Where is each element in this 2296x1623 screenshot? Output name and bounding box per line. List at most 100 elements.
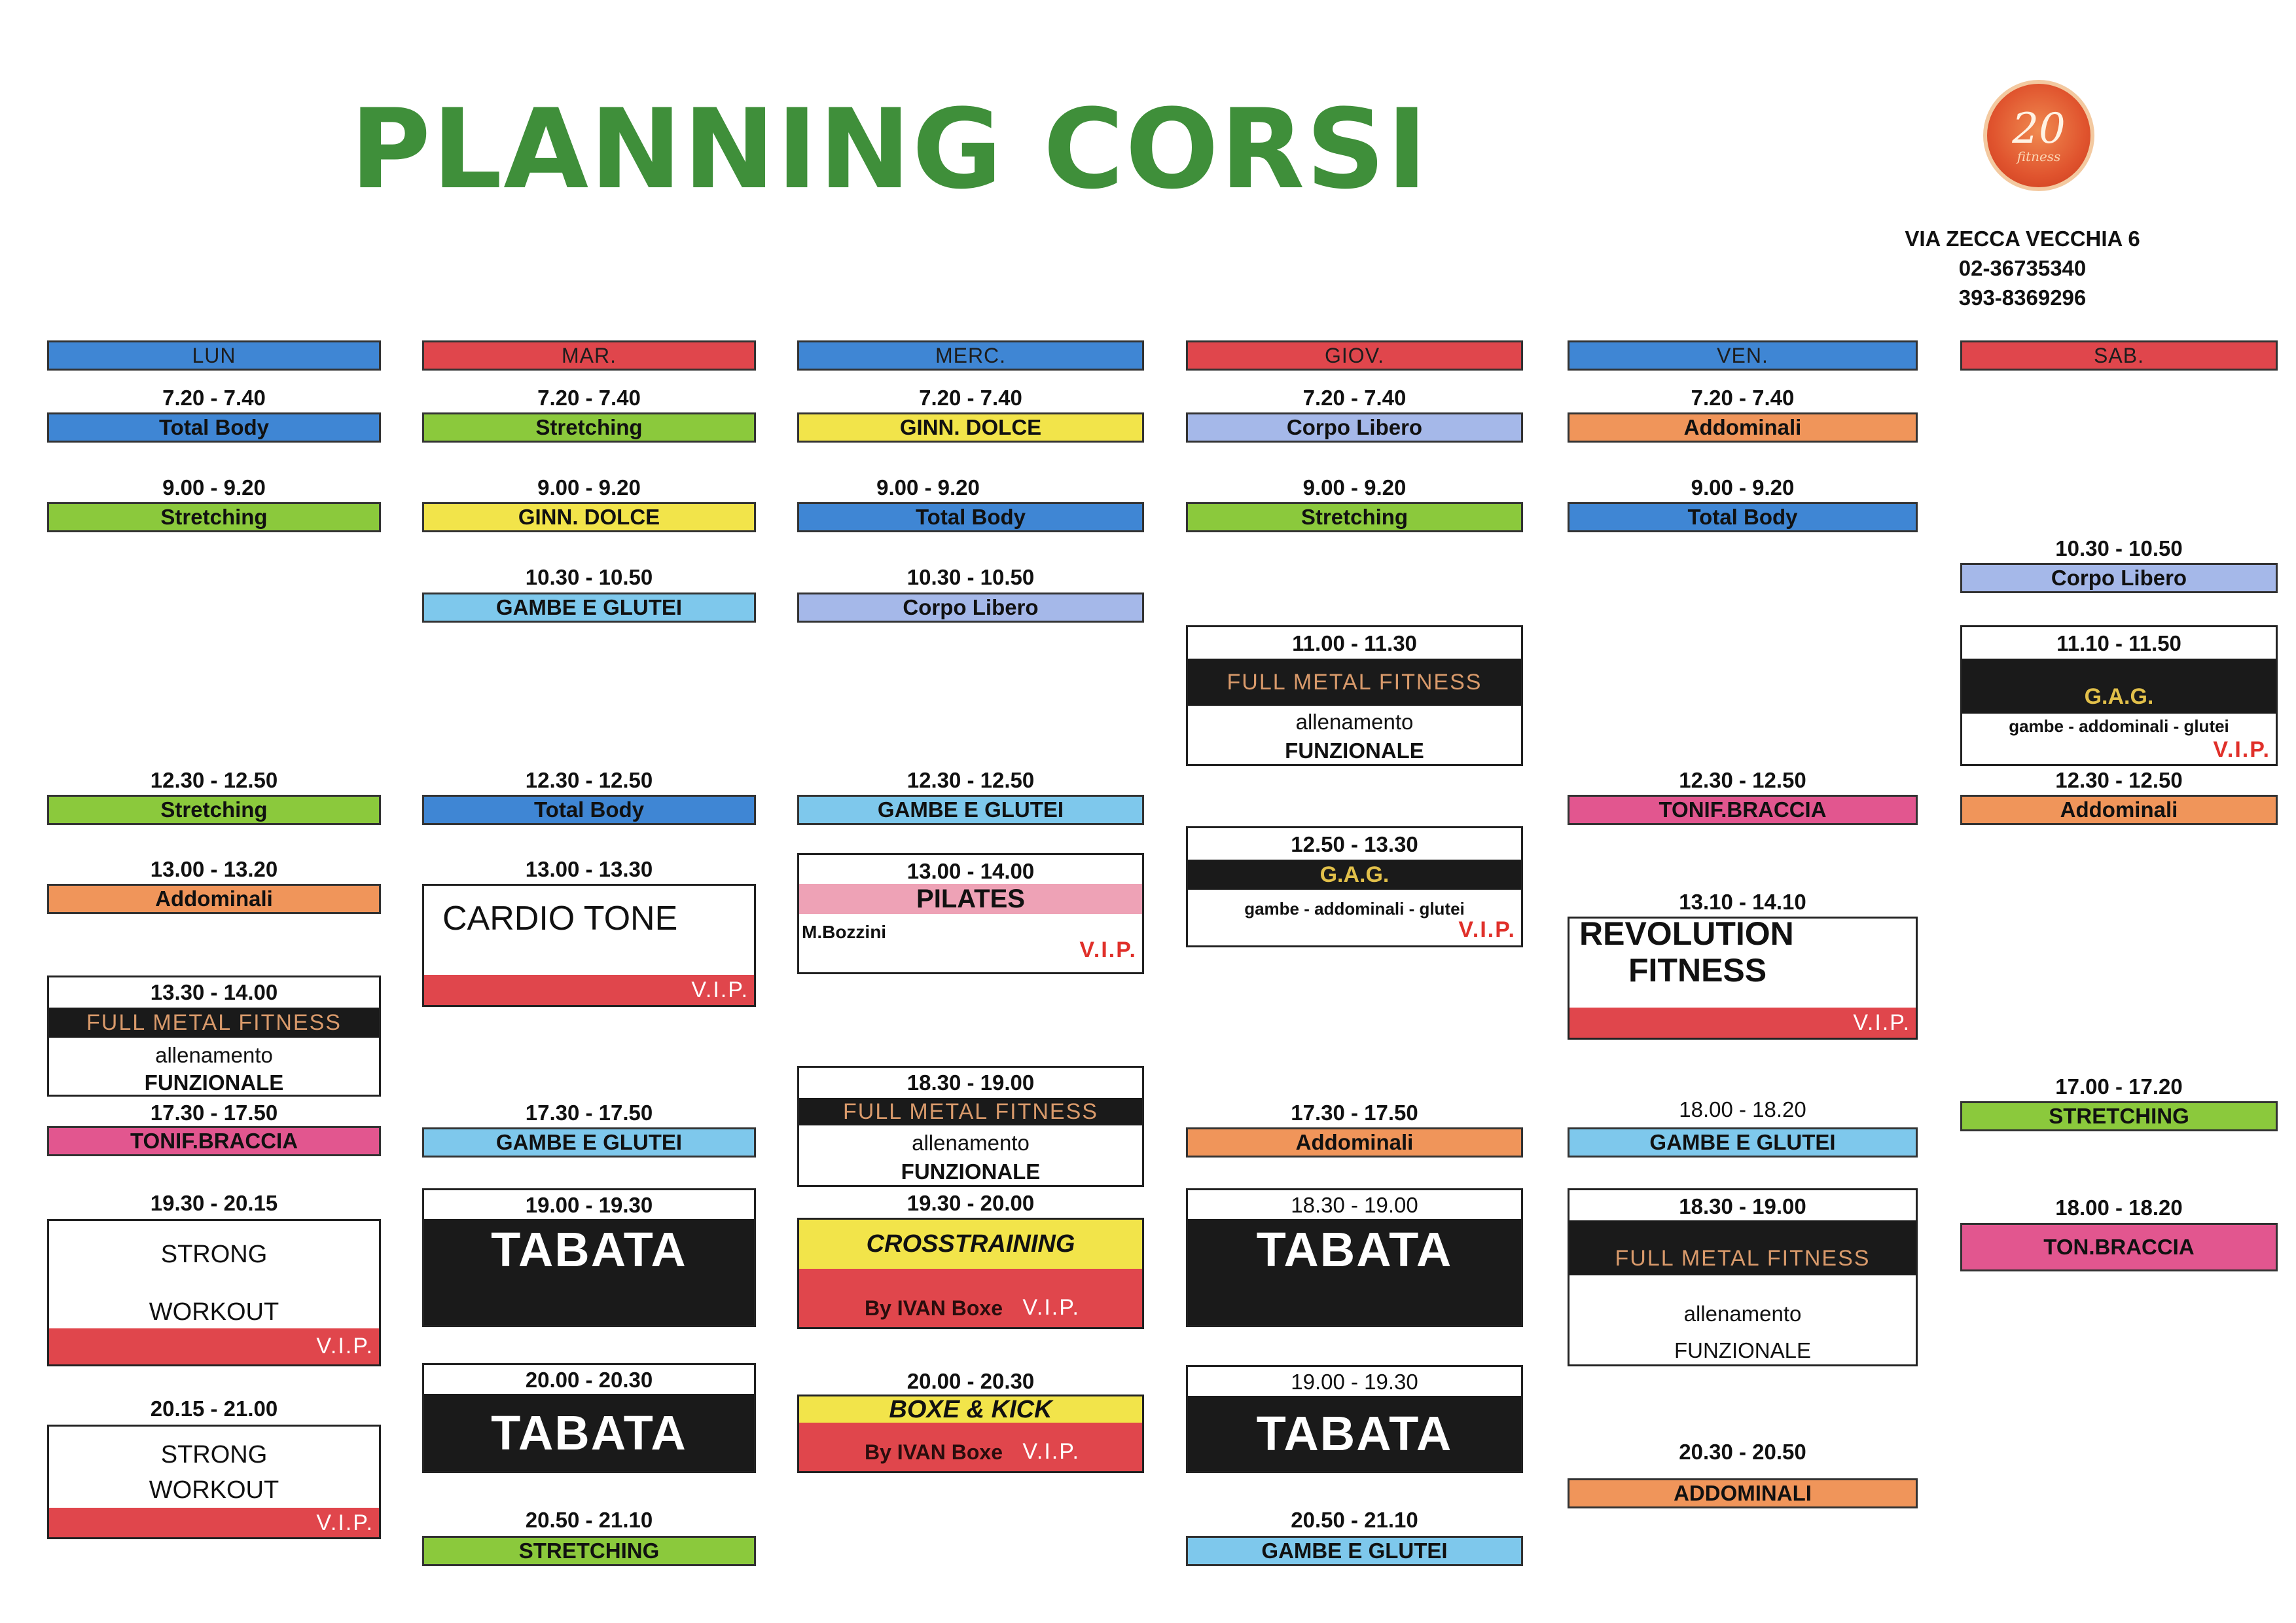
- class-label: Addominali: [1960, 795, 2278, 825]
- class-time: 9.00 - 9.20: [876, 475, 980, 500]
- class-label: STRETCHING: [1960, 1101, 2278, 1131]
- class-title: BOXE & KICK: [799, 1396, 1142, 1423]
- class-title: CARDIO TONE: [442, 900, 678, 938]
- vip-strip: V.I.P.: [1570, 1008, 1916, 1038]
- class-time: 17.30 - 17.50: [525, 1101, 653, 1125]
- class-time: 11.00 - 11.30: [1292, 631, 1417, 655]
- class-label: Stretching: [47, 795, 381, 825]
- day-header-ven: VEN.: [1568, 340, 1918, 371]
- class-label: Corpo Libero: [1186, 412, 1523, 443]
- class-label: GINN. DOLCE: [422, 502, 756, 532]
- trainer-strip: By IVAN Boxe V.I.P.: [799, 1423, 1142, 1471]
- class-label: Stretching: [1186, 502, 1523, 532]
- class-title: STRONG: [160, 1441, 268, 1468]
- class-title: TABATA: [1188, 1219, 1521, 1325]
- class-subtitle: allenamento: [155, 1043, 273, 1067]
- day-header-lun: LUN: [47, 340, 381, 371]
- class-label: Addominali: [1568, 412, 1918, 443]
- class-title: FULL METAL FITNESS: [1570, 1220, 1916, 1275]
- vip-strip: V.I.P.: [424, 975, 754, 1005]
- class-box-full-metal: 11.00 - 11.30 FULL METAL FITNESS allenam…: [1186, 625, 1523, 766]
- class-time: 13.00 - 13.30: [525, 857, 653, 881]
- class-time: 13.00 - 14.00: [906, 859, 1035, 883]
- class-subtitle: allenamento: [1295, 710, 1414, 734]
- vip-strip: V.I.P.: [49, 1508, 379, 1537]
- class-box-full-metal: 18.30 - 19.00 FULL METAL FITNESS allenam…: [797, 1066, 1144, 1187]
- class-box-gag: 12.50 - 13.30 G.A.G. gambe - addominali …: [1186, 826, 1523, 947]
- trainer-name: By IVAN Boxe: [865, 1440, 1003, 1464]
- class-box-crosstraining: CROSSTRAINING By IVAN Boxe V.I.P.: [797, 1218, 1144, 1329]
- logo-number: 20: [2012, 105, 2066, 153]
- class-title: TABATA: [424, 1219, 754, 1325]
- vip-badge: V.I.P.: [1458, 917, 1516, 942]
- class-time: 19.00 - 19.30: [1291, 1370, 1418, 1394]
- class-label: Total Body: [422, 795, 756, 825]
- trainer-strip: By IVAN Boxe V.I.P.: [799, 1269, 1142, 1327]
- class-label: GAMBE E GLUTEI: [422, 1127, 756, 1158]
- class-time: 17.30 - 17.50: [150, 1101, 278, 1125]
- vip-badge: V.I.P.: [1022, 1295, 1080, 1320]
- class-title: FULL METAL FITNESS: [799, 1098, 1142, 1125]
- class-time: 12.30 - 12.50: [906, 768, 1035, 792]
- class-title: TABATA: [1188, 1396, 1521, 1471]
- vip-strip: V.I.P.: [49, 1328, 379, 1364]
- class-time: 7.20 - 7.40: [919, 386, 1022, 410]
- class-box-strong-workout: STRONG WORKOUT V.I.P.: [47, 1219, 381, 1366]
- class-time: 12.30 - 12.50: [1679, 768, 1806, 792]
- class-time: 18.30 - 19.00: [1679, 1194, 1806, 1218]
- class-time: 11.10 - 11.50: [2056, 631, 2181, 655]
- phone-mobile: 393-8369296: [1958, 285, 2087, 310]
- class-time: 19.30 - 20.15: [150, 1191, 278, 1215]
- class-label: Corpo Libero: [797, 593, 1144, 623]
- class-label: Corpo Libero: [1960, 563, 2278, 593]
- class-time: 9.00 - 9.20: [162, 475, 266, 500]
- page-title: PLANNING CORSI: [350, 85, 1429, 213]
- class-time: 9.00 - 9.20: [537, 475, 641, 500]
- class-box-tabata: 18.30 - 19.00 TABATA: [1186, 1188, 1523, 1327]
- class-time: 20.00 - 20.30: [906, 1369, 1035, 1393]
- class-time: 10.30 - 10.50: [906, 565, 1035, 589]
- class-subtitle: FUNZIONALE: [901, 1159, 1041, 1184]
- class-box-tabata: 20.00 - 20.30 TABATA: [422, 1363, 756, 1473]
- class-title: CROSSTRAINING: [799, 1220, 1142, 1269]
- class-subtitle: allenamento: [912, 1131, 1030, 1155]
- class-subtitle: FUNZIONALE: [144, 1070, 284, 1095]
- class-time: 12.30 - 12.50: [525, 768, 653, 792]
- class-label: TON.BRACCIA: [1960, 1223, 2278, 1271]
- class-subtitle: FUNZIONALE: [1674, 1338, 1812, 1362]
- class-title: TABATA: [424, 1394, 754, 1471]
- class-time: 9.00 - 9.20: [1302, 475, 1407, 500]
- phone-landline: 02-36735340: [1958, 256, 2087, 280]
- class-time: 18.30 - 19.00: [1291, 1193, 1418, 1217]
- class-time: 13.10 - 14.10: [1679, 890, 1806, 914]
- class-label: Total Body: [797, 502, 1144, 532]
- class-time: 18.30 - 19.00: [906, 1070, 1035, 1095]
- class-subtitle: gambe - addominali - glutei: [2009, 716, 2229, 736]
- class-time: 7.20 - 7.40: [162, 386, 266, 410]
- class-box-gag: 11.10 - 11.50 G.A.G. gambe - addominali …: [1960, 625, 2278, 766]
- class-title: PILATES: [799, 884, 1142, 914]
- vip-badge: V.I.P.: [1022, 1439, 1080, 1464]
- class-box-revolution-fitness: REVOLUTION FITNESS V.I.P.: [1568, 917, 1918, 1040]
- day-header-giov: GIOV.: [1186, 340, 1523, 371]
- class-time: 9.00 - 9.20: [1691, 475, 1795, 500]
- class-label: TONIF.BRACCIA: [47, 1126, 381, 1156]
- class-time: 20.15 - 21.00: [150, 1396, 278, 1421]
- class-title: FITNESS: [1628, 952, 1767, 989]
- day-header-sab: SAB.: [1960, 340, 2278, 371]
- class-title: WORKOUT: [149, 1476, 279, 1504]
- day-header-mar: MAR.: [422, 340, 756, 371]
- class-box-full-metal: 18.30 - 19.00 FULL METAL FITNESS allenam…: [1568, 1188, 1918, 1366]
- vip-badge: V.I.P.: [316, 1510, 374, 1535]
- class-time: 19.00 - 19.30: [525, 1193, 653, 1217]
- address: VIA ZECCA VECCHIA 6: [1905, 227, 2140, 251]
- class-time: 12.30 - 12.50: [2055, 768, 2183, 792]
- logo-tag: fitness: [2017, 149, 2061, 164]
- class-title: WORKOUT: [149, 1298, 279, 1326]
- class-label: ADDOMINALI: [1568, 1478, 1918, 1508]
- vip-badge: V.I.P.: [1853, 1010, 1910, 1035]
- class-label: GAMBE E GLUTEI: [797, 795, 1144, 825]
- class-label: TONIF.BRACCIA: [1568, 795, 1918, 825]
- class-title: FULL METAL FITNESS: [1188, 659, 1521, 706]
- class-time: 13.30 - 14.00: [150, 980, 278, 1004]
